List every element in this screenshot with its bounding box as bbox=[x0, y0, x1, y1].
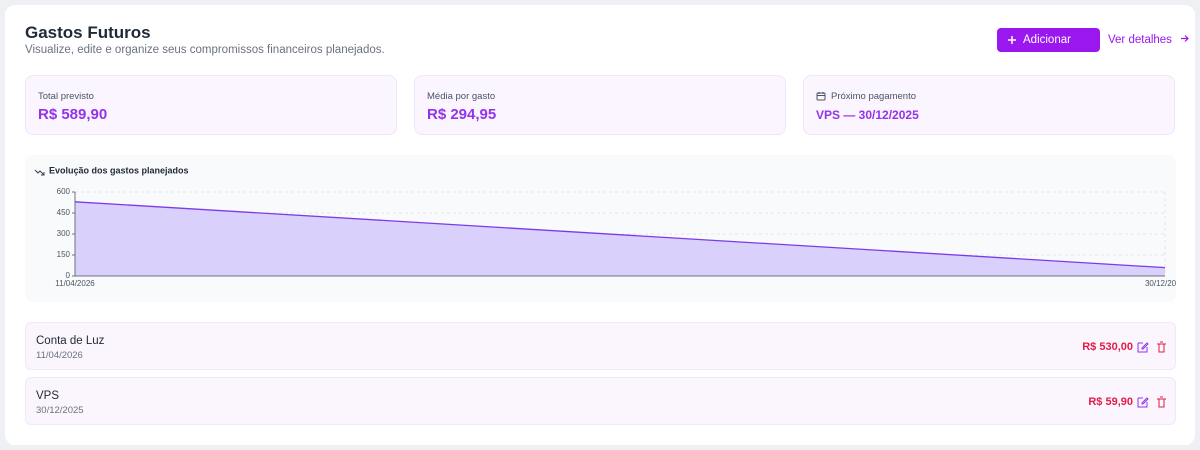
subtitle: Visualize, edite e organize seus comprom… bbox=[25, 44, 385, 56]
y-tick-label: 300 bbox=[57, 229, 71, 238]
line bbox=[74, 201, 1166, 269]
expense-amount: R$ 59,90 bbox=[1088, 396, 1133, 408]
stat-label: Próximo pagamento bbox=[831, 91, 917, 102]
details-label: Ver detalhes bbox=[1108, 34, 1172, 46]
card: Gastos Futuros Visualize, edite e organi… bbox=[5, 5, 1195, 445]
calendar-icon bbox=[816, 92, 826, 101]
x-tick-label: 30/12/2025 bbox=[1145, 279, 1176, 288]
y-tick-label: 150 bbox=[57, 250, 71, 259]
stat-value: R$ 589,90 bbox=[38, 106, 108, 123]
page-title: Gastos Futuros bbox=[25, 23, 151, 42]
y-tick-label: 600 bbox=[57, 187, 71, 196]
chart: Evolução dos gastos planejados 0 150 300 45… bbox=[34, 165, 1186, 288]
item-actions[interactable] bbox=[1137, 396, 1167, 408]
stat-card: Próximo pagamento VPS — 30/12/2025 bbox=[803, 75, 1175, 135]
stat-label: Média por gasto bbox=[427, 91, 496, 102]
plus-icon bbox=[1008, 36, 1016, 44]
chart-title: Evolução dos gastos planejados bbox=[49, 165, 189, 175]
y-tick-label: 0 bbox=[66, 271, 71, 280]
expense-name: Conta de Luz bbox=[36, 335, 105, 347]
chart-panel: Evolução dos gastos planejados 0 150 300 45… bbox=[25, 155, 1186, 302]
y-tick-label: 450 bbox=[57, 208, 71, 217]
stat-value: R$ 294,95 bbox=[427, 106, 497, 123]
add-label: Adicionar gasto bbox=[1023, 34, 1071, 70]
expense-name: VPS bbox=[36, 390, 60, 402]
stat-label: Total previsto bbox=[38, 91, 94, 102]
stat-card: Média por gasto R$ 294,95 bbox=[414, 75, 786, 135]
expense-item[interactable]: VPS 30/12/2025 R$ 59,90 bbox=[25, 377, 1176, 425]
expense-date: 11/04/2026 bbox=[36, 350, 83, 361]
x-tick-label: 11/04/2026 bbox=[55, 279, 95, 288]
area bbox=[75, 201, 1165, 276]
stat-value: VPS — 30/12/2025 bbox=[816, 108, 919, 122]
item-actions[interactable] bbox=[1137, 341, 1167, 353]
expense-date: 30/12/2025 bbox=[36, 405, 84, 416]
arrow-icon bbox=[1181, 35, 1189, 42]
stat-card: Total previsto R$ 589,90 bbox=[25, 75, 397, 135]
expense-amount: R$ 530,00 bbox=[1082, 341, 1133, 353]
details-link[interactable]: Ver detalhes bbox=[1108, 34, 1190, 46]
add-button[interactable]: Adicionar gasto bbox=[997, 28, 1100, 70]
expense-item[interactable]: Conta de Luz 11/04/2026 R$ 530,00 bbox=[25, 322, 1176, 370]
